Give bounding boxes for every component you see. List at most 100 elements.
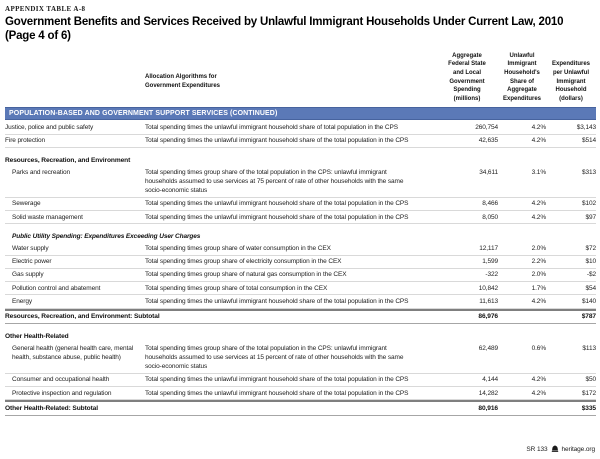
- column-header-spending: Aggregate Federal State and Local Govern…: [448, 52, 486, 103]
- spending-value: 12,117: [479, 244, 498, 252]
- table-row: Pollution control and abatement Total spe…: [5, 282, 596, 296]
- row-label: Solid waste management: [12, 213, 83, 221]
- row-allocation-desc: Total spending times group share of the …: [145, 344, 404, 371]
- spending-value: 14,282: [478, 389, 498, 397]
- row-allocation-desc: Total spending times the unlawful immigr…: [145, 389, 409, 397]
- spending-value: 34,611: [479, 168, 498, 176]
- table-label: APPENDIX TABLE A-8: [5, 5, 86, 13]
- table-row: Protective inspection and regulation Tota…: [5, 387, 596, 401]
- table-body: Justice, police and public safety Total s…: [5, 121, 596, 416]
- per-household-value: $313: [581, 168, 596, 176]
- share-value: 1.7%: [531, 284, 547, 292]
- per-household-value: $113: [582, 344, 596, 352]
- table-row: Gas supply Total spending times group sha…: [5, 269, 596, 283]
- per-household-value: $787: [581, 313, 596, 321]
- per-household-value: $335: [581, 404, 596, 412]
- row-allocation-desc: Total spending times the unlawful immigr…: [145, 200, 409, 208]
- subsection-header-row: Public Utility Spending: Expenditures Ex…: [5, 224, 596, 242]
- spending-value: 11,613: [479, 298, 498, 306]
- row-allocation-desc: Total spending times the unlawful immigr…: [145, 298, 409, 306]
- doc-id: SR 133: [526, 445, 548, 453]
- row-label: Protective inspection and regulation: [12, 389, 112, 397]
- row-allocation-desc: Total spending times the unlawful immigr…: [145, 376, 409, 384]
- per-household-value: $3,143: [576, 124, 596, 131]
- row-label: Fire protection: [5, 137, 46, 145]
- row-allocation-desc: Total spending times group share of natu…: [145, 271, 347, 279]
- row-label: Consumer and occupational health: [12, 376, 110, 384]
- table-row: Sewerage Total spending times the unlawfu…: [5, 198, 596, 211]
- share-value: 4.2%: [531, 124, 547, 131]
- share-value: 4.2%: [531, 376, 547, 384]
- spending-value: 260,754: [475, 124, 498, 131]
- row-allocation-desc: Total spending times the unlawful immigr…: [145, 213, 409, 221]
- table-row: Parks and recreation Total spending times…: [5, 166, 596, 198]
- row-allocation-desc: Total spending times group share of wate…: [145, 244, 331, 252]
- per-household-value: $102: [581, 200, 596, 208]
- page-title: Government Benefits and Services Receive…: [5, 16, 564, 42]
- share-value: 4.2%: [531, 213, 547, 221]
- table-row: Solid waste management Total spending tim…: [5, 211, 596, 225]
- table-row: Water supply Total spending times group s…: [5, 242, 596, 256]
- share-value: 4.2%: [531, 137, 547, 145]
- share-value: 2.2%: [531, 258, 547, 266]
- heritage-bell-icon: [551, 445, 559, 453]
- share-value: [498, 311, 546, 323]
- row-allocation-desc: Total spending times group share of elec…: [145, 258, 342, 266]
- share-value: 0.6%: [531, 344, 547, 352]
- site-link[interactable]: heritage.org: [561, 445, 596, 453]
- share-value: 4.2%: [531, 200, 547, 208]
- row-allocation-desc: Total spending times the unlawful immigr…: [145, 124, 398, 131]
- share-value: 2.0%: [531, 271, 547, 279]
- table-row: Energy Total spending times the unlawful …: [5, 295, 596, 309]
- spending-value: 62,489: [478, 344, 498, 352]
- row-allocation-desc: Total spending times the unlawful immigr…: [145, 137, 409, 145]
- share-value: 3.1%: [531, 168, 547, 176]
- column-headers: Allocation Algorithms for Government Exp…: [5, 52, 596, 104]
- section-header-row: Resources, Recreation, and Environment: [5, 148, 596, 166]
- spending-value: 80,916: [478, 404, 498, 412]
- per-household-value: $514: [581, 137, 596, 145]
- section-title: Other Health-Related: [5, 333, 69, 341]
- per-household-value: $50: [585, 376, 596, 384]
- per-household-value: -$2: [586, 271, 596, 279]
- spending-value: 42,635: [478, 137, 498, 145]
- row-allocation-desc: Total spending times group share of tota…: [145, 284, 328, 292]
- per-household-value: $172: [581, 389, 596, 397]
- share-value: 4.2%: [531, 389, 547, 397]
- row-label: Energy: [12, 298, 32, 306]
- column-header-share: Unlawful Immigrant Household's Share of …: [502, 52, 541, 103]
- page-footer: SR 133 heritage.org: [526, 445, 595, 453]
- spending-value: 1,599: [482, 258, 498, 266]
- row-label: Parks and recreation: [12, 168, 70, 176]
- column-header-per-household: Expenditures per Unlawful Immigrant Hous…: [551, 61, 590, 103]
- per-household-value: $97: [585, 213, 596, 221]
- subtotal-label: Other Health-Related: Subtotal: [5, 404, 98, 412]
- section-header-row: Other Health-Related: [5, 324, 596, 342]
- subtotal-row: Other Health-Related: Subtotal 80,916 $335: [5, 400, 596, 416]
- table-row: General health (general health care, men…: [5, 342, 596, 374]
- row-label: Justice, police and public safety: [5, 124, 94, 131]
- column-header-algorithm: Allocation Algorithms for Government Exp…: [145, 74, 221, 90]
- row-label: Pollution control and abatement: [12, 284, 101, 292]
- row-allocation-desc: Total spending times group share of the …: [145, 168, 404, 194]
- spending-value: -322: [485, 271, 498, 279]
- section-band: POPULATION-BASED AND GOVERNMENT SUPPORT …: [5, 106, 596, 121]
- share-value: [498, 402, 546, 414]
- row-label: Water supply: [12, 244, 49, 252]
- share-value: 2.0%: [531, 244, 547, 252]
- spending-value: 10,842: [478, 284, 498, 292]
- per-household-value: $10: [585, 258, 596, 266]
- spending-value: 4,144: [482, 376, 498, 384]
- subtotal-row: Resources, Recreation, and Environment: …: [5, 308, 596, 325]
- per-household-value: $140: [581, 298, 596, 306]
- row-label: Electric power: [12, 258, 52, 266]
- share-value: 4.2%: [531, 298, 547, 306]
- spending-value: 8,466: [482, 200, 498, 208]
- row-label: General health (general health care, men…: [12, 344, 134, 362]
- subtotal-label: Resources, Recreation, and Environment: …: [5, 313, 160, 321]
- spending-value: 8,050: [482, 213, 498, 221]
- per-household-value: $54: [585, 284, 596, 292]
- table-row: Electric power Total spending times group…: [5, 256, 596, 269]
- per-household-value: $72: [585, 244, 596, 252]
